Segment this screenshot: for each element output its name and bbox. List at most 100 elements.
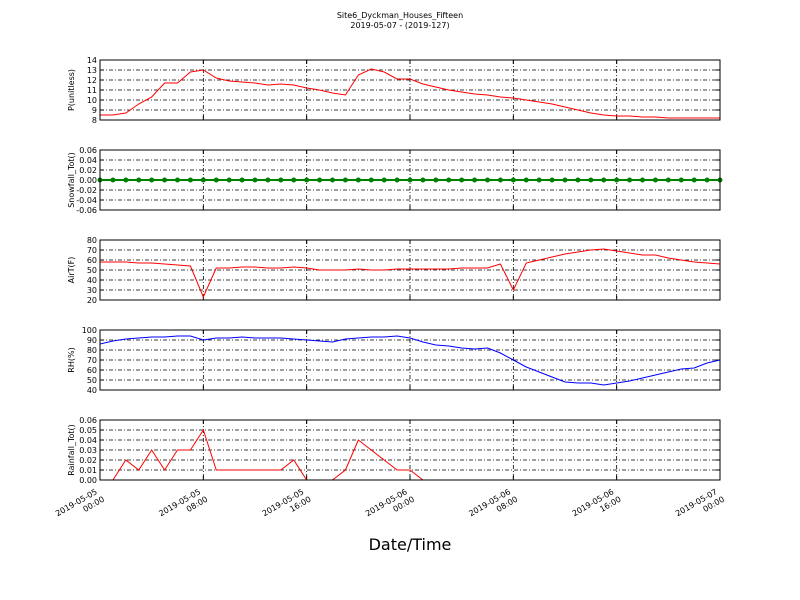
data-point (420, 177, 426, 183)
data-point (381, 177, 387, 183)
y-tick-label: 90 (87, 336, 97, 345)
y-axis-label: Snowfall_Tot() (67, 152, 76, 208)
data-point (278, 177, 284, 183)
axes-frame (99, 329, 721, 391)
data-point (213, 177, 219, 183)
y-tick-label: 11 (87, 86, 97, 95)
data-point (226, 177, 232, 183)
data-point (704, 177, 710, 183)
data-point (330, 177, 335, 183)
data-point (614, 177, 620, 183)
data-point (291, 177, 297, 183)
data-point (446, 177, 452, 183)
data-point (510, 177, 516, 183)
axes-frame (99, 419, 721, 481)
data-point (355, 177, 361, 183)
data-point (394, 177, 400, 183)
data-point (239, 177, 245, 183)
data-point (342, 177, 348, 183)
y-tick-label: 40 (87, 386, 97, 395)
y-tick-label: 0.06 (79, 146, 97, 155)
data-point (536, 177, 542, 183)
x-tick-label: 2019-05-06 00:00 (364, 486, 416, 527)
y-tick-label: 40 (87, 276, 97, 285)
data-point (459, 177, 465, 183)
chart-subtitle: 2019-05-07 - (2019-127) (350, 21, 449, 30)
x-tick-label: 2019-05-06 16:00 (571, 486, 623, 527)
data-point (627, 177, 633, 183)
x-tick-label: 2019-05-05 08:00 (157, 486, 209, 527)
data-point (472, 177, 478, 183)
data-point (200, 177, 206, 183)
data-point (678, 177, 684, 183)
data-point (187, 177, 193, 183)
y-tick-label: 12 (87, 76, 97, 85)
data-point (433, 177, 439, 183)
y-tick-label: 50 (87, 266, 97, 275)
data-line (100, 428, 720, 481)
y-tick-label: 0.01 (79, 466, 97, 475)
y-tick-label: 9 (92, 106, 97, 115)
data-point (575, 177, 581, 183)
data-point (523, 177, 529, 183)
data-point (265, 177, 271, 183)
data-point (665, 177, 671, 183)
data-point (123, 177, 129, 183)
data-point (497, 177, 503, 183)
y-tick-label: 70 (87, 246, 97, 255)
axes-frame (99, 149, 721, 211)
data-point (175, 177, 180, 183)
y-tick-label: 60 (87, 256, 97, 265)
x-axis-label: Date/Time (369, 535, 452, 554)
y-tick-label: 0.05 (79, 426, 97, 435)
x-tick-label: 2019-05-05 16:00 (261, 486, 313, 527)
y-axis-label: P(unitless) (67, 69, 76, 111)
data-point (110, 177, 116, 183)
axes-frame (99, 239, 721, 301)
y-tick-label: 60 (87, 366, 97, 375)
data-point (601, 177, 607, 183)
data-point (317, 177, 323, 183)
x-tick-label: 2019-05-06 08:00 (467, 486, 519, 527)
data-point (485, 177, 490, 183)
y-tick-label: 100 (82, 326, 97, 335)
y-tick-label: 8 (92, 116, 97, 125)
data-point (588, 177, 594, 183)
y-tick-label: 0.02 (79, 166, 97, 175)
data-line (100, 248, 721, 299)
y-tick-label: 80 (87, 346, 97, 355)
y-tick-label: 0.06 (79, 416, 97, 425)
y-tick-label: 50 (87, 376, 97, 385)
data-point (562, 177, 568, 183)
y-tick-label: -0.04 (76, 196, 97, 205)
y-tick-label: 0.02 (79, 456, 97, 465)
data-point (304, 177, 310, 183)
data-line (99, 335, 721, 386)
y-tick-label: 10 (87, 96, 97, 105)
y-tick-label: -0.06 (76, 206, 97, 215)
y-tick-label: 0.00 (79, 476, 97, 485)
data-point (691, 177, 697, 183)
axes-frame (99, 59, 721, 121)
y-tick-label: 0.04 (79, 156, 97, 165)
y-tick-label: 80 (87, 236, 97, 245)
y-axis-label: RH(%) (67, 347, 76, 372)
y-axis-label: Rainfall_Tot() (67, 424, 76, 476)
y-tick-label: 13 (87, 66, 97, 75)
y-tick-label: 0.00 (79, 176, 97, 185)
data-point (652, 177, 658, 183)
data-point (162, 177, 168, 183)
data-point (549, 177, 555, 183)
y-tick-label: 0.04 (79, 436, 97, 445)
y-tick-label: -0.02 (76, 186, 97, 195)
x-tick-label: 2019-05-05 00:00 (54, 486, 106, 527)
y-tick-label: 20 (87, 296, 97, 305)
data-point (407, 177, 413, 183)
y-tick-label: 70 (87, 356, 97, 365)
y-tick-label: 30 (87, 286, 97, 295)
data-point (368, 177, 374, 183)
x-tick-label: 2019-05-07 00:00 (674, 486, 726, 527)
y-tick-label: 0.03 (79, 446, 97, 455)
y-axis-label: AirT(F) (67, 257, 76, 284)
